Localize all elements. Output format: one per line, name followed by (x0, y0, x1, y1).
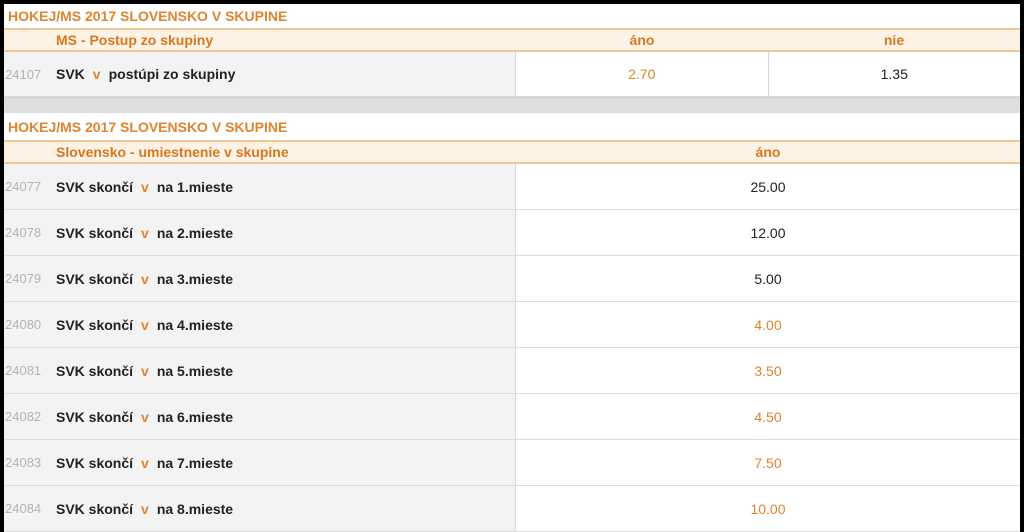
bet-connector: v (141, 454, 149, 471)
bet-row: 24079 SVK skončí v na 3.mieste 5.00 (4, 256, 1020, 302)
odds-button[interactable]: 25.00 (750, 178, 786, 195)
market-section: HOKEJ/MS 2017 SLOVENSKO V SKUPINE MS - Po… (4, 4, 1020, 97)
odds-button[interactable]: 4.50 (754, 408, 782, 425)
odds-button[interactable]: 1.35 (880, 66, 908, 82)
bet-row: 24080 SVK skončí v na 4.mieste 4.00 (4, 302, 1020, 348)
odds-board: HOKEJ/MS 2017 SLOVENSKO V SKUPINE MS - Po… (4, 4, 1020, 532)
bet-id: 24077 (5, 179, 42, 194)
column-header: áno (755, 144, 781, 160)
bet-name: 24083 SVK skončí v na 7.mieste (4, 440, 516, 485)
bet-row: 24077 SVK skončí v na 1.mieste 25.00 (4, 164, 1020, 210)
bet-name: 24078 SVK skončí v na 2.mieste (4, 210, 516, 255)
bet-name: 24082 SVK skončí v na 6.mieste (4, 394, 516, 439)
market-name: MS - Postup zo skupiny (56, 32, 214, 48)
bet-team: SVK skončí (56, 362, 134, 379)
bet-team: SVK skončí (56, 408, 134, 425)
bet-name: 24080 SVK skončí v na 4.mieste (4, 302, 516, 347)
bet-row: 24081 SVK skončí v na 5.mieste 3.50 (4, 348, 1020, 394)
bet-team: SVK skončí (56, 178, 134, 195)
separator (4, 97, 1020, 113)
bet-text: na 2.mieste (156, 224, 234, 241)
bet-row: 24107 SVK v postúpi zo skupiny 2.70 1.35 (4, 52, 1020, 97)
bet-text: postúpi zo skupiny (108, 66, 236, 82)
odds-button[interactable]: 4.00 (754, 316, 782, 333)
section-title: HOKEJ/MS 2017 SLOVENSKO V SKUPINE (8, 119, 288, 135)
market-name: Slovensko - umiestnenie v skupine (56, 144, 289, 160)
market-header: MS - Postup zo skupiny áno nie (4, 28, 1020, 52)
bet-team: SVK skončí (56, 316, 134, 333)
bet-id: 24082 (5, 409, 42, 424)
bet-name: 24084 SVK skončí v na 8.mieste (4, 486, 516, 531)
bet-connector: v (92, 66, 101, 82)
bet-row: 24084 SVK skončí v na 8.mieste 10.00 (4, 486, 1020, 532)
bet-team: SVK skončí (56, 454, 134, 471)
bet-text: na 6.mieste (156, 408, 234, 425)
bet-id: 24084 (5, 501, 42, 516)
bet-text: na 8.mieste (156, 500, 234, 517)
bet-id: 24107 (5, 66, 42, 82)
odds-button[interactable]: 2.70 (516, 52, 769, 96)
odds-button[interactable]: 7.50 (754, 454, 782, 471)
bet-id: 24080 (5, 317, 42, 332)
odds-button[interactable]: 12.00 (750, 224, 786, 241)
bet-team: SVK skončí (56, 270, 134, 287)
bet-name: 24079 SVK skončí v na 3.mieste (4, 256, 516, 301)
bet-id: 24083 (5, 455, 42, 470)
bet-connector: v (141, 316, 149, 333)
bet-connector: v (141, 270, 149, 287)
market-header: Slovensko - umiestnenie v skupine áno (4, 140, 1020, 164)
bet-connector: v (141, 408, 149, 425)
bet-row: 24078 SVK skončí v na 2.mieste 12.00 (4, 210, 1020, 256)
market-section: HOKEJ/MS 2017 SLOVENSKO V SKUPINE Slovens… (4, 113, 1020, 532)
odds-button[interactable]: 10.00 (750, 500, 786, 517)
bet-team: SVK skončí (56, 500, 134, 517)
bet-text: na 7.mieste (156, 454, 234, 471)
bet-text: na 3.mieste (156, 270, 234, 287)
bet-id: 24078 (5, 225, 42, 240)
bet-name: 24081 SVK skončí v na 5.mieste (4, 348, 516, 393)
bet-connector: v (141, 224, 149, 241)
column-header: nie (883, 32, 905, 48)
bet-name: 24107 SVK v postúpi zo skupiny (4, 52, 516, 96)
bet-connector: v (141, 362, 149, 379)
bet-team: SVK (56, 66, 85, 82)
bet-name: 24077 SVK skončí v na 1.mieste (4, 164, 516, 209)
bet-id: 24079 (5, 271, 42, 286)
bet-connector: v (141, 500, 149, 517)
bet-text: na 4.mieste (156, 316, 234, 333)
bet-row: 24083 SVK skončí v na 7.mieste 7.50 (4, 440, 1020, 486)
odds-button[interactable]: 5.00 (754, 270, 782, 287)
odds-button[interactable]: 3.50 (754, 362, 782, 379)
bet-text: na 5.mieste (156, 362, 234, 379)
bet-row: 24082 SVK skončí v na 6.mieste 4.50 (4, 394, 1020, 440)
column-header: áno (629, 32, 655, 48)
bet-id: 24081 (5, 363, 42, 378)
bet-connector: v (141, 178, 149, 195)
bet-text: na 1.mieste (156, 178, 234, 195)
section-title: HOKEJ/MS 2017 SLOVENSKO V SKUPINE (8, 8, 288, 24)
bet-team: SVK skončí (56, 224, 134, 241)
